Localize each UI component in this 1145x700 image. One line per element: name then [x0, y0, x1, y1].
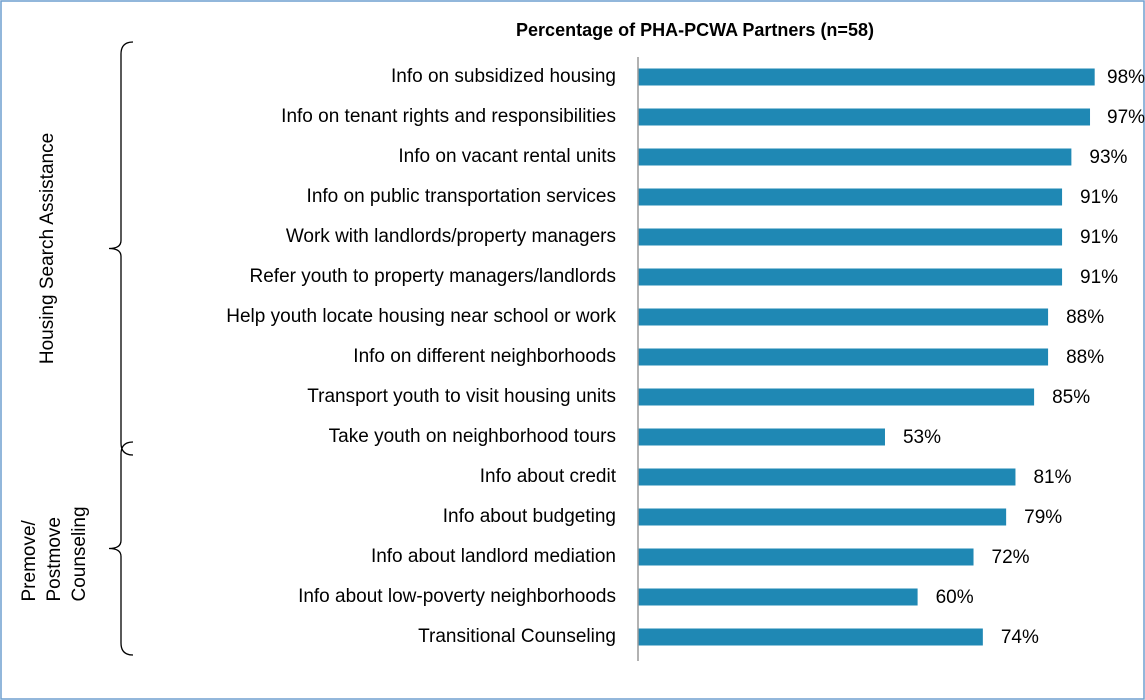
bar [638, 548, 974, 566]
group-label: Housing Search Assistance [37, 133, 58, 364]
value-label: 88% [1066, 307, 1104, 328]
bar [638, 268, 1063, 286]
category-label: Transitional Counseling [418, 626, 616, 647]
category-label: Info about landlord mediation [371, 546, 616, 567]
bar [638, 228, 1063, 246]
value-label: 85% [1052, 387, 1090, 408]
category-label: Info on tenant rights and responsibiliti… [281, 106, 616, 127]
bar [638, 588, 918, 606]
bar [638, 148, 1072, 166]
bar [638, 188, 1063, 206]
value-label: 98% [1107, 67, 1145, 88]
value-label: 72% [992, 547, 1030, 568]
value-label: 53% [903, 427, 941, 448]
bar [638, 428, 885, 446]
category-label: Help youth locate housing near school or… [226, 306, 616, 327]
value-label: 79% [1024, 507, 1062, 528]
category-label: Take youth on neighborhood tours [329, 426, 616, 447]
category-label: Transport youth to visit housing units [307, 386, 616, 407]
value-label: 91% [1080, 187, 1118, 208]
group-label: Postmove [44, 517, 65, 601]
group-label: Counseling [69, 506, 90, 601]
category-label: Info on subsidized housing [391, 66, 616, 87]
category-label: Info on public transportation services [307, 186, 616, 207]
category-label: Info about credit [480, 466, 617, 487]
bar [638, 308, 1049, 326]
value-label: 91% [1080, 267, 1118, 288]
bar [638, 68, 1095, 86]
group-bracket [108, 441, 134, 656]
chart-title: Percentage of PHA-PCWA Partners (n=58) [516, 20, 874, 40]
bar [638, 388, 1035, 406]
category-label: Work with landlords/property managers [286, 226, 616, 247]
value-label: 97% [1107, 107, 1145, 128]
bar [638, 348, 1049, 366]
category-label: Info on vacant rental units [398, 146, 616, 167]
bar [638, 468, 1016, 486]
value-label: 88% [1066, 347, 1104, 368]
category-label: Info about low-poverty neighborhoods [298, 586, 616, 607]
category-label: Info about budgeting [443, 506, 616, 527]
value-label: 74% [1001, 627, 1039, 648]
group-label: Premove/ [19, 519, 40, 601]
value-label: 81% [1033, 467, 1071, 488]
value-label: 60% [936, 587, 974, 608]
bar [638, 628, 983, 646]
bar [638, 508, 1007, 526]
bar [638, 108, 1091, 126]
category-label: Refer youth to property managers/landlor… [250, 266, 616, 287]
category-label: Info on different neighborhoods [353, 346, 616, 367]
value-label: 91% [1080, 227, 1118, 248]
value-label: 93% [1089, 147, 1127, 168]
